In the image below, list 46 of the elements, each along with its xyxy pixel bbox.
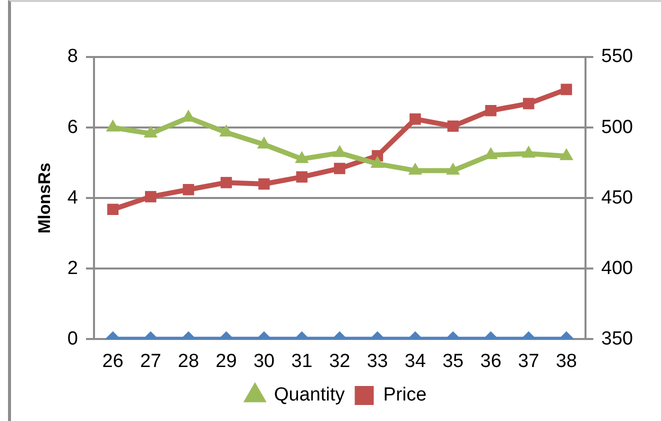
point <box>522 98 534 110</box>
y-tick-label: 4 <box>67 187 78 208</box>
point <box>296 171 308 183</box>
point <box>410 113 421 125</box>
x-tick-label: 35 <box>442 350 464 372</box>
y-tick-label: 0 <box>67 328 78 350</box>
point <box>220 176 232 188</box>
y2-tick-label: 350 <box>601 328 633 350</box>
x-tick-label: 27 <box>140 350 162 372</box>
point <box>559 148 574 160</box>
point <box>370 156 384 168</box>
x-tick-label: 28 <box>178 350 200 372</box>
x-tick-label: 33 <box>366 350 388 372</box>
x-tick-label: 34 <box>404 350 426 372</box>
y-axis-title: MlonsRs <box>34 162 54 234</box>
point <box>107 204 119 216</box>
y2-tick-label: 450 <box>601 187 633 208</box>
point <box>334 162 346 174</box>
point <box>522 146 536 158</box>
x-tick-label: 37 <box>518 350 540 372</box>
x-tick-label: 32 <box>329 350 350 372</box>
y-tick-label: 8 <box>67 46 78 68</box>
point <box>258 178 270 190</box>
y-tick-label: 2 <box>67 258 78 279</box>
x-tick-label: 26 <box>102 350 124 372</box>
y2-tick-label: 400 <box>601 258 633 279</box>
point <box>182 184 194 196</box>
point <box>144 126 158 138</box>
point <box>145 191 156 202</box>
point <box>408 162 422 175</box>
x-tick-label: 38 <box>556 350 577 372</box>
point <box>294 150 309 163</box>
x-tick-label: 36 <box>480 350 502 372</box>
point <box>447 120 459 132</box>
y2-tick-label: 550 <box>601 46 633 68</box>
y-tick-label: 6 <box>67 116 78 138</box>
legend-label: Price <box>383 384 427 406</box>
point <box>560 84 572 96</box>
x-tick-label: 31 <box>291 350 312 372</box>
x-tick-label: 30 <box>253 350 275 372</box>
x-tick-label: 29 <box>216 350 237 372</box>
point <box>446 162 460 175</box>
y2-tick-label: 500 <box>601 116 633 138</box>
point <box>485 104 496 116</box>
legend-label: Quantity <box>274 384 346 406</box>
point <box>106 120 120 132</box>
